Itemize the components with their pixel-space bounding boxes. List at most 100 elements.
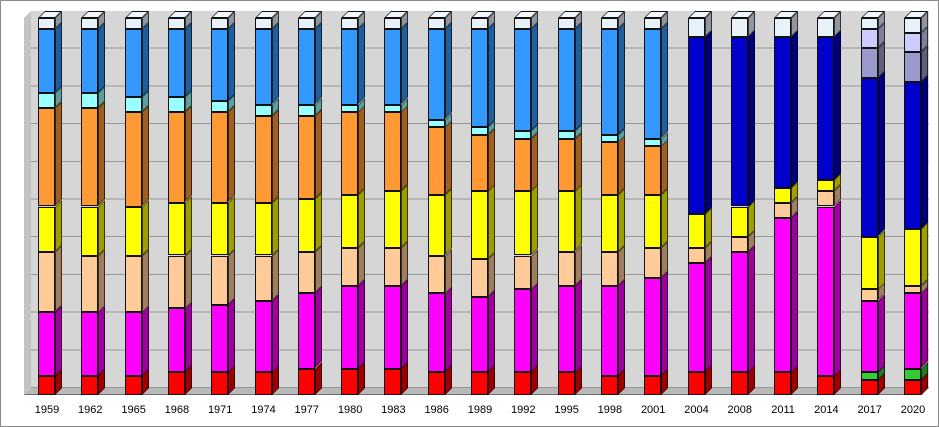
bar-segment-side-magenta [877,293,885,373]
bar-segment-side-magenta [574,278,582,373]
bar-segment-side-magenta [747,244,755,373]
bar-segment-side-magenta [791,210,799,373]
bar-segment-side-magenta [921,286,928,369]
bar-segment-side-yellow [228,195,236,256]
bar-segment-pale-top [817,18,835,37]
bar-segment-magenta [687,263,705,373]
bar-segment-magenta [774,217,792,373]
bar-segment-dark-blue [687,36,705,215]
bar-segment-yellow [81,206,99,256]
bar-segment-orange [384,112,402,192]
bar-segment-orange [254,116,272,203]
bar-segment-side-orange [444,120,452,196]
bar-segment-light-blue [124,29,142,98]
bar-segment-pale-top [384,18,402,30]
bar-segment-red [384,368,402,395]
bar-segment-orange [167,112,185,203]
bar-segment-peach [817,191,835,207]
bar-segment-side-orange [574,131,582,192]
bar-segment-pale-top [904,18,921,34]
bar-segment-side-orange [661,139,669,196]
bar-segment-yellow [904,229,921,286]
bar-segment-magenta [167,308,185,373]
bar-segment-side-peach [574,244,582,286]
bar-segment-side-orange [228,105,236,203]
bar-segment-side-orange [488,127,495,192]
bar-segment-peach [297,251,315,294]
bar-segment-side-dark-blue [877,71,885,237]
bar-segment-peach [904,285,921,294]
bar-segment-orange [341,112,359,196]
bar-segment-yellow [687,214,705,248]
bar-segment-orange [81,108,99,207]
bar-segment-side-peach [98,248,106,313]
bar-segment-pale-top [297,18,315,30]
bar-segment-side-light-blue [358,22,366,105]
bar-segment-side-peach [141,248,149,313]
bar-segment-side-magenta [98,305,106,377]
bar-segment-side-yellow [661,188,669,248]
bar-segment-red [297,368,315,395]
bar-segment-peach [254,255,272,301]
bar-segment-pale-top [557,18,575,30]
bar-segment-side-light-blue [401,22,409,105]
bar-segment-side-orange [98,101,106,207]
x-axis-label: 2001 [640,404,666,416]
bar-segment-side-yellow [444,188,452,256]
bar-segment-pale-top [730,18,748,37]
bar-segment-side-peach [531,248,539,290]
bar-segment-side-light-blue [55,22,62,94]
bar-segment-red [341,368,359,395]
bar-segment-side-magenta [55,305,62,377]
bar-segment-side-yellow [401,184,409,248]
bar-segment-side-light-blue [271,22,279,105]
bar-segment-light-blue [557,29,575,132]
bar-segment-side-magenta [834,199,842,377]
bar-segment-cyan [81,93,99,109]
bar-segment-red [904,379,921,395]
bar-segment-light-blue [600,29,618,135]
bar-segment-yellow [471,191,488,260]
bar-segment-red [427,372,445,395]
bar-segment-side-peach [184,248,192,309]
bar-segment-side-light-blue [314,22,322,105]
bar-segment-orange [427,127,445,196]
bar-segment-side-peach [488,252,495,297]
x-axis-label: 1983 [381,404,406,416]
bar-segment-red [211,372,229,395]
x-axis-label: 1992 [511,404,536,416]
bar-segment-red [514,372,532,395]
bar-segment-red [817,376,835,395]
bar-segment-light-blue [341,29,359,105]
bar-segment-yellow [297,198,315,252]
bar-segment-peach [774,202,792,218]
bar-segment-side-dark-blue [747,29,755,207]
bar-segment-peach [427,255,445,294]
bar-segment-light-blue [427,29,445,120]
bar-segment-yellow [341,195,359,248]
bar-segment-side-light-blue [488,22,495,128]
bar-segment-side-peach [617,244,625,286]
bar-segment-yellow [514,191,532,256]
bar-segment-side-yellow [314,191,322,252]
plot-left-wall [24,11,31,395]
bar-segment-yellow [254,202,272,256]
bar-segment-yellow [600,195,618,252]
bar-segment-red [254,372,272,395]
bar-segment-lavender [904,33,921,52]
bar-segment-light-blue [297,29,315,105]
x-axis-label: 1959 [34,404,60,416]
bar-segment-red [860,379,878,395]
bar-segment-side-yellow [184,195,192,256]
bar-segment-light-blue [211,29,229,101]
x-axis-label: 1980 [337,404,363,416]
bar-segment-red [81,376,99,395]
bar-segment-pale-top [81,18,99,30]
bar-segment-side-magenta [444,286,452,373]
bar-segment-cyan [644,138,662,147]
bar-segment-light-blue [514,29,532,132]
bar-segment-magenta [124,312,142,377]
bar-segment-side-light-blue [228,22,236,101]
bar-segment-orange [644,146,662,196]
bar-segment-pale-top [600,18,618,30]
